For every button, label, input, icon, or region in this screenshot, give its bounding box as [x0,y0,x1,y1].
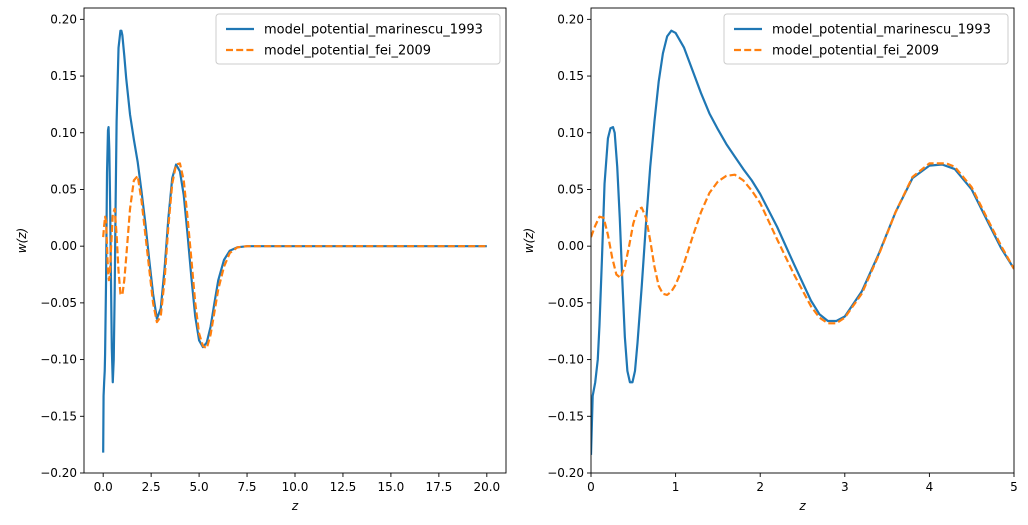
subplot-1: 0.0 2.5 5.0 7.5 10.0 12.5 15.0 17.5 20.0 −0.20 −0.… [15,7,507,513]
legend-label-2: model_potential_fei_2009 [772,44,939,59]
x-tick-label: 1 [672,480,680,494]
y-tick-label: −0.05 [40,296,77,310]
y-tick-label: 0.20 [557,12,584,26]
x-tick-label: 2 [756,480,764,494]
y-tick-label: −0.20 [40,466,77,480]
legend: model_potential_marinescu_1993 model_pote… [215,13,501,65]
x-tick-label: 10.0 [282,480,309,494]
y-tick-label: 0.00 [50,239,77,253]
x-tick-label: 2.5 [142,480,161,494]
x-axis-label: z [798,499,806,513]
series-line-2 [591,162,1014,325]
y-tick-label: 0.05 [50,182,77,196]
x-tick-label: 17.5 [426,480,453,494]
legend-label-1: model_potential_marinescu_1993 [772,23,991,38]
x-tick-label: 12.5 [330,480,357,494]
plot-lines [102,29,487,453]
y-tick-label: 0.10 [557,126,584,140]
subplot-2: 0 1 2 3 4 5 −0.20 −0.15 −0.10 −0.05 0.00 0.05 0.10 0.… [522,7,1018,513]
y-tick-label: 0.15 [557,69,584,83]
series-line-1 [102,29,487,453]
x-tick-label: 20.0 [473,480,500,494]
y-tick-label: 0.20 [50,12,77,26]
x-tick-label: 5.0 [190,480,209,494]
legend: model_potential_marinescu_1993 model_pote… [723,13,1009,65]
x-tick-label: 4 [926,480,934,494]
axes-frame [590,7,1015,474]
y-axis-label: w(z) [15,228,29,253]
y-tick-label: −0.15 [547,409,584,423]
y-tick-label: −0.10 [547,353,584,367]
y-tick-label: −0.20 [547,466,584,480]
y-tick-label: −0.05 [547,296,584,310]
x-axis-label: z [291,499,299,513]
y-axis-label: w(z) [522,228,536,253]
legend-frame [723,13,1009,65]
x-tick-label: 0 [587,480,595,494]
legend-label-2: model_potential_fei_2009 [264,44,431,59]
y-tick-label: 0.05 [557,182,584,196]
y-tick-label: 0.00 [557,239,584,253]
legend-label-1: model_potential_marinescu_1993 [264,23,483,38]
x-tick-label: 7.5 [237,480,256,494]
x-tick-label: 5 [1010,480,1018,494]
series-line-2 [102,162,487,350]
series-line-1 [591,29,1014,455]
y-tick-label: −0.10 [40,353,77,367]
y-tick-label: 0.10 [50,126,77,140]
y-tick-label: 0.15 [50,69,77,83]
plot-lines [591,29,1014,455]
x-tick-label: 15.0 [378,480,405,494]
y-tick-label: −0.15 [40,409,77,423]
x-tick-label: 3 [841,480,849,494]
x-tick-label: 0.0 [94,480,113,494]
legend-frame [215,13,501,65]
